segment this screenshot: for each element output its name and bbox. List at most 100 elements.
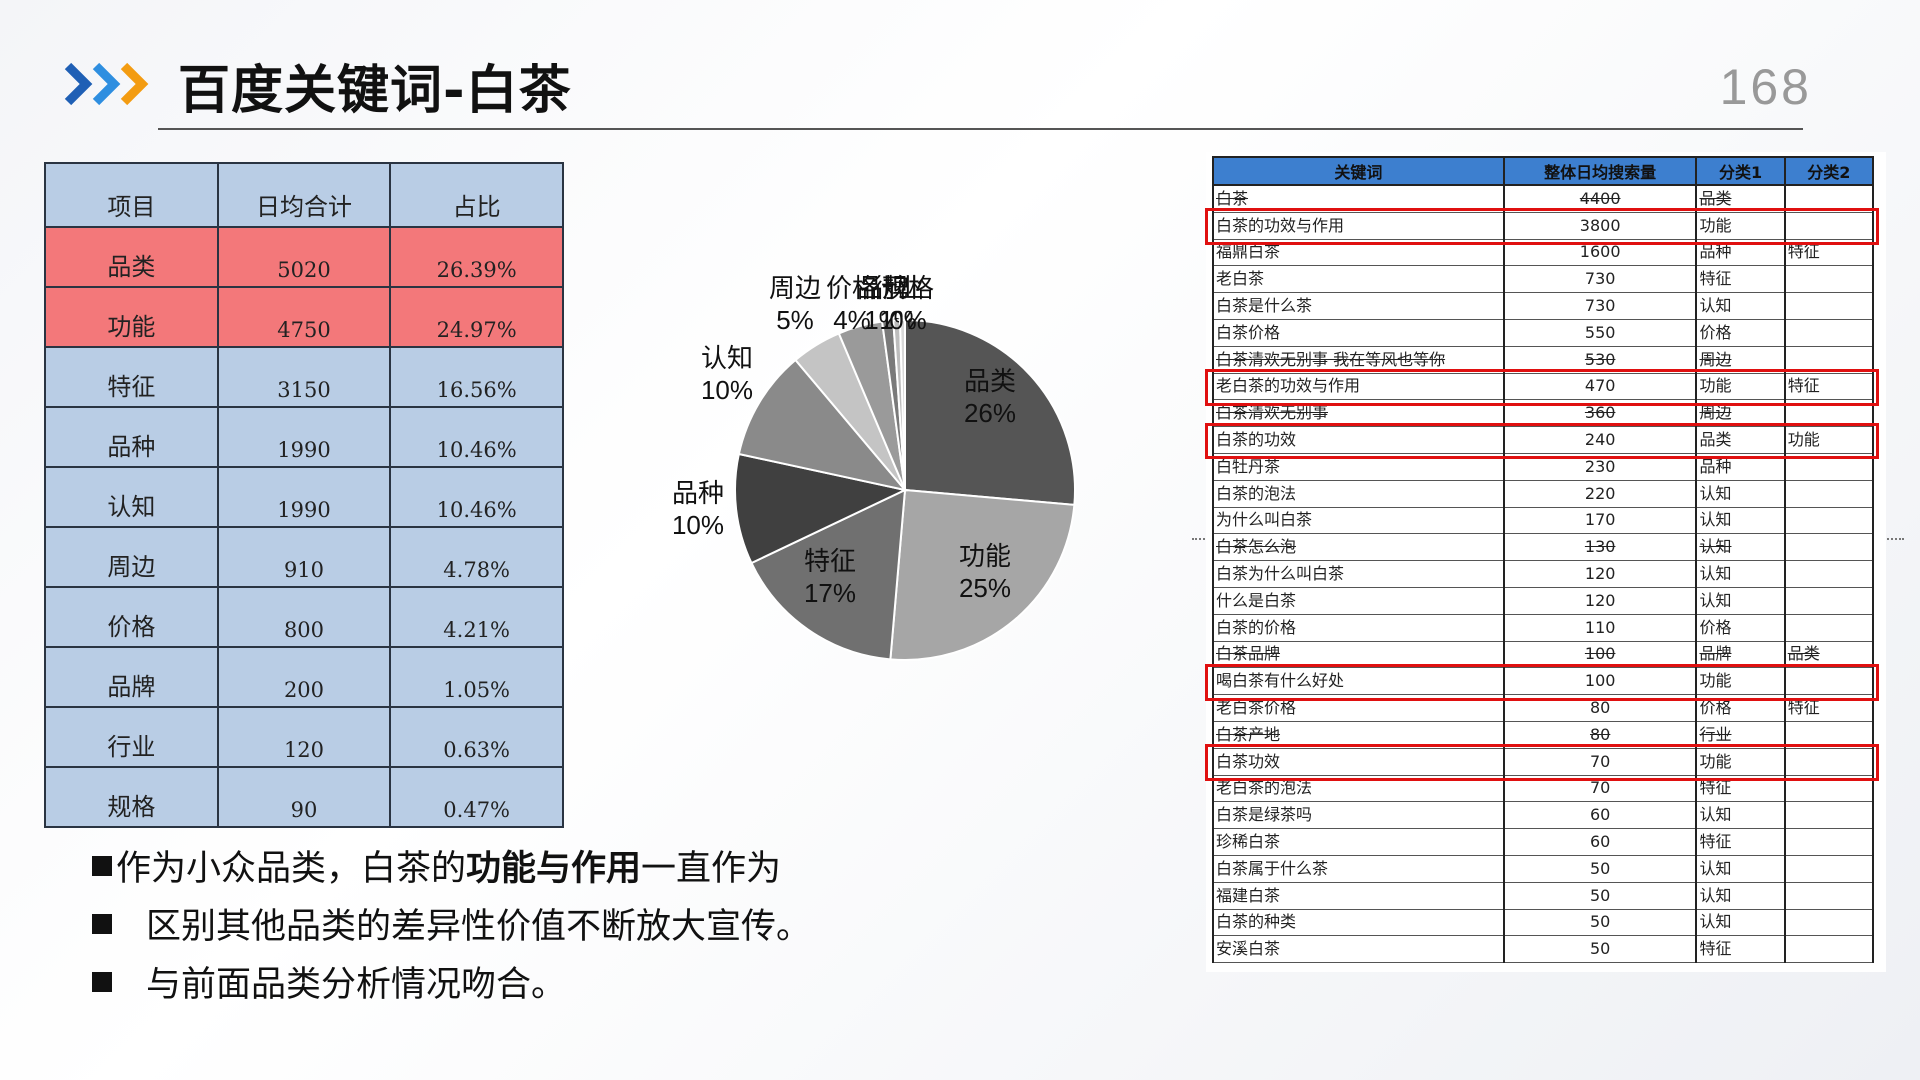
- bullet-1-text-bold: 功能与作用: [466, 849, 642, 889]
- category-2-cell: [1783, 265, 1875, 294]
- keyword-cell: 白茶是什么茶: [1212, 292, 1505, 320]
- keyword-row: 白茶 4400 品类: [1212, 185, 1875, 213]
- keyword-table: 关键词 整体日均搜索量 分类1 分类2 白茶 4400 品类 白茶的功效与作用 3800…: [1212, 156, 1875, 964]
- summary-cell-value: 800: [216, 586, 392, 648]
- highlight-box: [1205, 369, 1879, 406]
- keyword-cell: 白茶怎么泡: [1212, 533, 1505, 562]
- keyword-row: 白茶价格 550 价格: [1212, 319, 1875, 347]
- volume-cell: 130: [1502, 533, 1698, 562]
- keyword-body: 白茶 4400 品类 白茶的功效与作用 3800 功能 福鼎白茶 1600 品种 特征 老白茶 730…: [1212, 185, 1875, 964]
- summary-row: 认知 1990 10.46%: [44, 466, 564, 528]
- category-2-cell: [1783, 828, 1875, 856]
- keyword-cell: 安溪白茶: [1212, 935, 1505, 964]
- summary-cell-share: 10.46%: [389, 406, 564, 468]
- category-2-cell: [1783, 614, 1875, 642]
- keyword-cell: 福建白茶: [1212, 882, 1505, 910]
- keyword-cell: 白茶的功效与作用: [1212, 212, 1505, 240]
- pie-chart: 品类 26% 功能 25% 特征 17% 品种 10% 认知 10% 周边 5% 价格 4% 品牌 1% 行业 1…: [640, 240, 1120, 700]
- summary-cell-share: 16.56%: [389, 346, 564, 408]
- keyword-row: 什么是白茶 120 认知: [1212, 587, 1875, 615]
- volume-cell: 550: [1502, 319, 1698, 347]
- category-1-cell: 认知: [1695, 587, 1786, 615]
- summary-row: 周边 910 4.78%: [44, 526, 564, 588]
- highlight-box: [1205, 422, 1879, 460]
- category-2-cell: 品类: [1783, 641, 1875, 669]
- summary-cell-value: 910: [216, 526, 392, 588]
- summary-row: 规格 90 0.47%: [44, 766, 564, 828]
- pie-slice-percent: 10%: [672, 510, 724, 540]
- keyword-row: 白茶清欢无别事 我在等风也等你 530 周边: [1212, 346, 1875, 374]
- summary-cell-name: 周边: [44, 526, 219, 588]
- summary-body: 品类 5020 26.39% 功能 4750 24.97% 特征 3150 16.56% 品种 19…: [44, 226, 564, 828]
- volume-cell: 730: [1502, 292, 1698, 320]
- category-2-cell: [1783, 882, 1875, 910]
- summary-row: 品牌 200 1.05%: [44, 646, 564, 708]
- category-2-cell: [1783, 587, 1875, 615]
- pie-slice-label: 认知: [701, 343, 753, 373]
- volume-cell: 120: [1502, 587, 1698, 615]
- bullet-item-3: 与前面品类分析情况吻合。: [92, 956, 811, 1014]
- pie-slice-percent: 17%: [804, 578, 856, 608]
- pie-slice: [904, 318, 1076, 506]
- category-1-cell: 认知: [1695, 560, 1786, 588]
- summary-cell-value: 90: [216, 766, 392, 828]
- category-2-cell: [1783, 533, 1875, 562]
- category-1-cell: 认知: [1695, 507, 1786, 535]
- square-bullet-icon: [92, 914, 112, 934]
- summary-cell-value: 1990: [216, 466, 392, 528]
- keyword-cell: 白茶的功效: [1212, 426, 1505, 454]
- square-bullet-icon: [92, 972, 112, 992]
- summary-row: 特征 3150 16.56%: [44, 346, 564, 408]
- pie-slice-percent: 1%: [879, 305, 917, 335]
- header-daily-total: 日均合计: [216, 162, 392, 228]
- category-2-cell: [1783, 185, 1875, 213]
- pie-slice-percent: 26%: [964, 398, 1016, 428]
- pie-slice-percent: 0%: [889, 305, 927, 335]
- summary-cell-name: 规格: [44, 766, 219, 828]
- pie-slice-label: 价格: [826, 273, 878, 303]
- pie-slice-label: 品牌: [857, 273, 909, 303]
- volume-cell: 730: [1502, 265, 1698, 294]
- keyword-row: 喝白茶有什么好处 100 功能: [1212, 667, 1875, 696]
- keyword-row: 白茶是什么茶 730 认知: [1212, 292, 1875, 320]
- keyword-row: 安溪白茶 50 特征: [1212, 935, 1875, 964]
- category-2-cell: [1783, 801, 1875, 830]
- category-2-cell: [1783, 346, 1875, 374]
- category-2-cell: [1783, 480, 1875, 508]
- keyword-cell: 白茶的泡法: [1212, 480, 1505, 508]
- category-1-cell: 品类: [1695, 185, 1786, 213]
- volume-cell: 100: [1502, 641, 1698, 669]
- category-1-cell: 特征: [1695, 828, 1786, 856]
- summary-row: 品类 5020 26.39%: [44, 226, 564, 288]
- summary-cell-name: 品类: [44, 226, 219, 288]
- square-bullet-icon: [92, 856, 112, 876]
- summary-cell-value: 4750: [216, 286, 392, 348]
- keyword-cell: 什么是白茶: [1212, 587, 1505, 615]
- volume-cell: 470: [1502, 373, 1698, 401]
- pie-slice: [750, 488, 907, 661]
- title-divider: [158, 128, 1803, 130]
- summary-cell-share: 24.97%: [389, 286, 564, 348]
- category-2-cell: [1783, 319, 1875, 347]
- summary-row: 行业 120 0.63%: [44, 706, 564, 768]
- chevron-3-icon: [120, 62, 149, 106]
- keyword-cell: 白茶品牌: [1212, 641, 1505, 669]
- summary-cell-share: 1.05%: [389, 646, 564, 708]
- keyword-cell: 老白茶的功效与作用: [1212, 373, 1505, 401]
- summary-cell-value: 5020: [216, 226, 392, 288]
- volume-cell: 3800: [1502, 212, 1698, 240]
- bullet-item-1: 作为小众品类，白茶的功能与作用一直作为: [92, 840, 811, 898]
- summary-cell-value: 120: [216, 706, 392, 768]
- highlight-box: [1205, 663, 1879, 701]
- pie-slice-percent: 4%: [833, 305, 871, 335]
- summary-cell-share: 4.78%: [389, 526, 564, 588]
- keyword-cell: 白茶属于什么茶: [1212, 855, 1505, 883]
- category-1-cell: 功能: [1695, 212, 1786, 240]
- keyword-row: 白茶怎么泡 130 认知: [1212, 533, 1875, 562]
- summary-row: 品种 1990 10.46%: [44, 406, 564, 468]
- page-title: 百度关键词-白茶: [178, 61, 572, 121]
- pie-slice-percent: 5%: [776, 305, 814, 335]
- summary-cell-share: 10.46%: [389, 466, 564, 528]
- pie-slice-label: 功能: [959, 541, 1011, 571]
- keyword-cell: 喝白茶有什么好处: [1212, 667, 1505, 696]
